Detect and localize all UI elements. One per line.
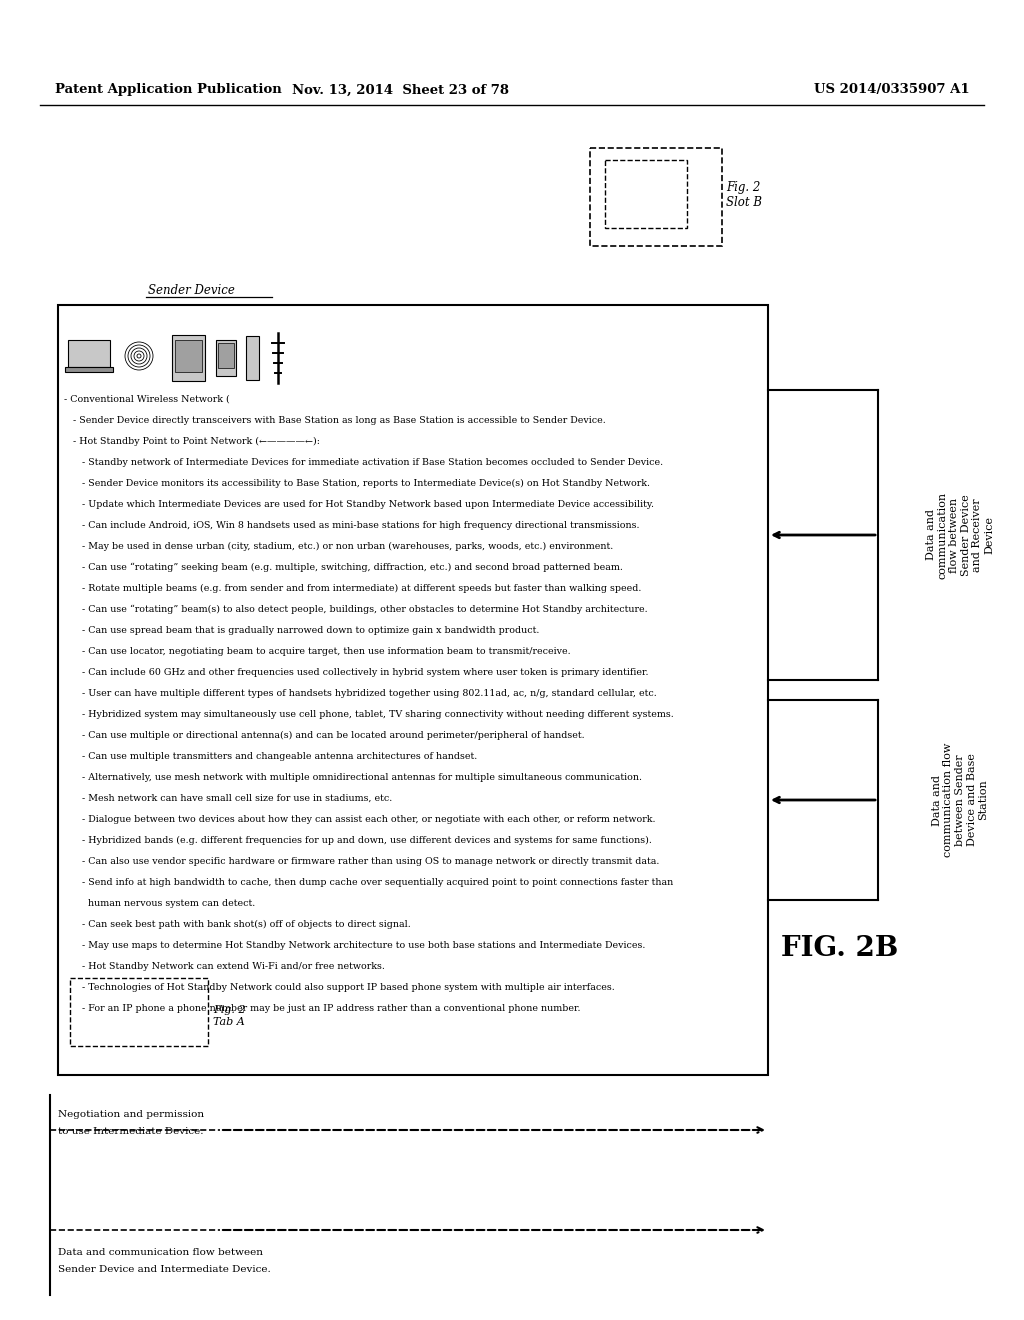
Text: Sender Device: Sender Device <box>148 284 234 297</box>
Text: - User can have multiple different types of handsets hybridized together using 8: - User can have multiple different types… <box>63 689 656 698</box>
Bar <box>65 367 113 372</box>
Bar <box>605 160 687 228</box>
Text: - Hybridized bands (e.g. different frequencies for up and down, use different de: - Hybridized bands (e.g. different frequ… <box>63 836 652 845</box>
Bar <box>216 341 236 376</box>
Bar <box>70 978 208 1045</box>
Text: - Send info at high bandwidth to cache, then dump cache over sequentially acquir: - Send info at high bandwidth to cache, … <box>63 878 673 887</box>
Text: - Conventional Wireless Network (: - Conventional Wireless Network ( <box>63 395 229 404</box>
Text: - Can include Android, iOS, Win 8 handsets used as mini-base stations for high f: - Can include Android, iOS, Win 8 handse… <box>63 521 640 531</box>
Text: - Can use multiple transmitters and changeable antenna architectures of handset.: - Can use multiple transmitters and chan… <box>63 752 477 762</box>
Text: - Sender Device monitors its accessibility to Base Station, reports to Intermedi: - Sender Device monitors its accessibili… <box>63 479 650 488</box>
Text: Data and
communication
flow between
Sender Device
and Receiver
Device: Data and communication flow between Send… <box>926 491 994 578</box>
Text: Nov. 13, 2014  Sheet 23 of 78: Nov. 13, 2014 Sheet 23 of 78 <box>292 83 509 96</box>
Text: - Can seek best path with bank shot(s) off of objects to direct signal.: - Can seek best path with bank shot(s) o… <box>63 920 411 929</box>
Text: - Sender Device directly transceivers with Base Station as long as Base Station : - Sender Device directly transceivers wi… <box>63 416 606 425</box>
Text: human nervous system can detect.: human nervous system can detect. <box>63 899 255 908</box>
Text: Data and
communication flow
between Sender
Device and Base
Station: Data and communication flow between Send… <box>932 743 988 857</box>
Text: - Mesh network can have small cell size for use in stadiums, etc.: - Mesh network can have small cell size … <box>63 795 392 803</box>
Text: Patent Application Publication: Patent Application Publication <box>55 83 282 96</box>
Bar <box>175 341 202 372</box>
Text: - Dialogue between two devices about how they can assist each other, or negotiat: - Dialogue between two devices about how… <box>63 814 655 824</box>
Text: - Hot Standby Network can extend Wi-Fi and/or free networks.: - Hot Standby Network can extend Wi-Fi a… <box>63 962 385 972</box>
Text: - Can include 60 GHz and other frequencies used collectively in hybrid system wh: - Can include 60 GHz and other frequenci… <box>63 668 648 677</box>
Text: - Can use multiple or directional antenna(s) and can be located around perimeter: - Can use multiple or directional antenn… <box>63 731 585 741</box>
Text: - Update which Intermediate Devices are used for Hot Standby Network based upon : - Update which Intermediate Devices are … <box>63 500 654 510</box>
Bar <box>218 343 234 368</box>
Text: - Can use locator, negotiating beam to acquire target, then use information beam: - Can use locator, negotiating beam to a… <box>63 647 570 656</box>
Text: Negotiation and permission: Negotiation and permission <box>58 1110 204 1119</box>
Text: - Hybridized system may simultaneously use cell phone, tablet, TV sharing connec: - Hybridized system may simultaneously u… <box>63 710 674 719</box>
Bar <box>58 305 768 1074</box>
Text: Sender Device and Intermediate Device.: Sender Device and Intermediate Device. <box>58 1265 270 1274</box>
Text: Fig. 2
Tab A: Fig. 2 Tab A <box>213 1005 246 1027</box>
Bar <box>172 335 205 381</box>
Text: to use Intermediate Device.: to use Intermediate Device. <box>58 1127 204 1137</box>
Text: - May be used in dense urban (city, stadium, etc.) or non urban (warehouses, par: - May be used in dense urban (city, stad… <box>63 543 613 552</box>
Text: FIG. 2B: FIG. 2B <box>781 935 899 962</box>
Bar <box>68 341 110 367</box>
Bar <box>246 337 259 380</box>
Text: Fig. 2
Slot B: Fig. 2 Slot B <box>726 181 762 209</box>
Text: - Alternatively, use mesh network with multiple omnidirectional antennas for mul: - Alternatively, use mesh network with m… <box>63 774 642 781</box>
Text: - Can use “rotating” beam(s) to also detect people, buildings, other obstacles t: - Can use “rotating” beam(s) to also det… <box>63 605 647 614</box>
Text: US 2014/0335907 A1: US 2014/0335907 A1 <box>814 83 970 96</box>
Text: Data and communication flow between: Data and communication flow between <box>58 1247 263 1257</box>
Text: - Hot Standby Point to Point Network (←————←):: - Hot Standby Point to Point Network (←—… <box>63 437 319 446</box>
Text: - Standby network of Intermediate Devices for immediate activation if Base Stati: - Standby network of Intermediate Device… <box>63 458 664 467</box>
Text: - May use maps to determine Hot Standby Network architecture to use both base st: - May use maps to determine Hot Standby … <box>63 941 645 950</box>
Text: - Technologies of Hot Standby Network could also support IP based phone system w: - Technologies of Hot Standby Network co… <box>63 983 614 993</box>
Text: - For an IP phone a phone number may be just an IP address rather than a convent: - For an IP phone a phone number may be … <box>63 1005 581 1012</box>
Text: - Can also use vendor specific hardware or firmware rather than using OS to mana: - Can also use vendor specific hardware … <box>63 857 659 866</box>
Bar <box>590 148 722 246</box>
Text: - Can use “rotating” seeking beam (e.g. multiple, switching, diffraction, etc.) : - Can use “rotating” seeking beam (e.g. … <box>63 564 623 573</box>
Text: - Can use spread beam that is gradually narrowed down to optimize gain x bandwid: - Can use spread beam that is gradually … <box>63 626 540 635</box>
Text: - Rotate multiple beams (e.g. from sender and from intermediate) at different sp: - Rotate multiple beams (e.g. from sende… <box>63 583 641 593</box>
